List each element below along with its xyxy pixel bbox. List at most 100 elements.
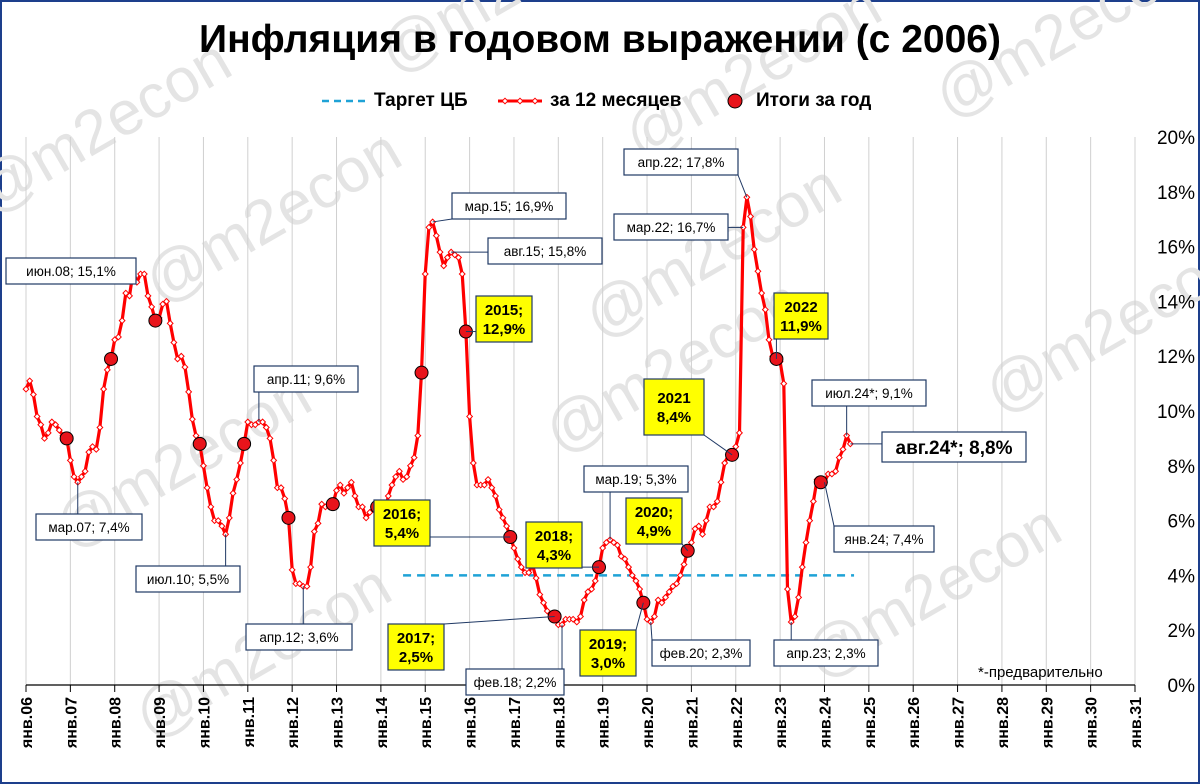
series-12m-marker — [747, 212, 755, 220]
x-tick-label: янв.13 — [330, 697, 347, 749]
series-12m-marker — [488, 484, 496, 492]
series-12m-marker — [70, 473, 78, 481]
series-12m-marker — [262, 423, 270, 431]
series-12m-marker — [114, 333, 122, 341]
annotation-label: фев.18; 2,2% — [474, 675, 557, 690]
legend-item-target: Таргет ЦБ — [322, 88, 468, 114]
series-12m-marker — [384, 492, 392, 500]
series-12m-marker — [66, 456, 74, 464]
series-12m-marker — [643, 615, 651, 623]
series-12m-marker — [22, 385, 30, 393]
series-12m-marker — [100, 385, 108, 393]
series-12m-marker — [761, 306, 769, 314]
series-12m-marker — [55, 426, 63, 434]
legend-item-12m: за 12 месяцев — [498, 88, 681, 114]
watermark: @m2econ — [133, 116, 413, 318]
series-12m-marker — [340, 489, 348, 497]
y-tick-label: 0% — [1168, 676, 1196, 697]
series-12m-marker — [277, 484, 285, 492]
series-12m-marker — [451, 251, 459, 259]
x-tick-label: янв.19 — [596, 697, 613, 749]
x-tick-label: янв.06 — [19, 697, 36, 749]
series-12m-marker — [351, 492, 359, 500]
annotation-label: 2021 8,4% — [657, 390, 691, 426]
series-12m-marker — [403, 473, 411, 481]
series-12m-marker — [835, 454, 843, 462]
x-tick-label: янв.07 — [63, 697, 80, 749]
annual-dot — [325, 497, 340, 512]
series-12m-marker — [266, 434, 274, 442]
series-12m-marker — [569, 615, 577, 623]
series-12m-marker — [29, 391, 37, 399]
footnote: *-предварительно — [978, 664, 1103, 681]
series-12m-marker — [292, 580, 300, 588]
annotation-box — [487, 237, 603, 265]
x-tick-label: янв.23 — [773, 697, 790, 749]
series-12m-marker — [159, 300, 167, 308]
series-12m-marker — [484, 475, 492, 484]
annual-dot — [281, 510, 296, 525]
x-tick-label: янв.11 — [241, 697, 258, 748]
series-12m-marker — [828, 470, 836, 478]
annotation-box — [773, 639, 879, 667]
series-12m-marker — [355, 503, 363, 511]
annotation-box — [651, 639, 751, 667]
series-12m-marker — [218, 522, 226, 530]
series-12m-marker — [780, 380, 788, 388]
series-12m-marker — [251, 421, 259, 429]
series-12m-marker — [362, 514, 370, 522]
series-12m-marker — [791, 612, 799, 621]
series-12m-marker — [270, 456, 278, 464]
annual-dot — [813, 475, 828, 490]
annotation-label: июл.10; 5,5% — [147, 572, 229, 587]
series-12m-marker — [203, 484, 211, 492]
series-12m-marker — [706, 503, 714, 511]
series-12m-marker — [89, 443, 97, 451]
annotation-connector — [681, 543, 689, 552]
series-12m-marker — [532, 574, 540, 582]
x-tick-label: янв.15 — [418, 697, 435, 749]
x-tick-label: янв.22 — [729, 697, 746, 749]
annotation-label: июл.24*; 9,1% — [825, 386, 913, 401]
series-12m-marker — [336, 481, 344, 489]
series-12m-marker — [358, 503, 366, 511]
series-12m-marker — [562, 615, 570, 623]
series-12m-marker — [588, 585, 596, 593]
series-12m-marker — [765, 336, 773, 344]
series-12m-marker — [839, 445, 847, 453]
series-12m-marker — [347, 478, 355, 486]
series-12m-marker — [170, 338, 178, 347]
series-12m-marker — [573, 618, 581, 626]
series-12m-marker — [832, 467, 840, 475]
series-12m-marker — [395, 467, 403, 475]
annotation-connector — [737, 174, 748, 198]
series-12m-marker — [144, 292, 152, 300]
y-tick-label: 10% — [1157, 402, 1195, 423]
series-12m-marker — [388, 481, 396, 489]
annual-dot — [59, 431, 74, 446]
series-12m-marker — [259, 418, 267, 426]
series-12m-marker — [503, 522, 511, 530]
series-12m-marker — [676, 571, 684, 579]
annotation-box — [135, 565, 241, 593]
series-12m-marker — [318, 500, 326, 508]
series-12m-marker — [824, 470, 832, 478]
series-12m-marker — [698, 530, 707, 538]
series-12m-marker — [713, 497, 721, 505]
series-12m-marker — [432, 232, 440, 240]
chart-legend: Таргет ЦБ за 12 месяцев Итоги за год — [0, 88, 1200, 114]
annotation-box — [583, 465, 689, 493]
annotation-box — [475, 295, 533, 343]
x-tick-label: янв.20 — [640, 697, 657, 749]
series-12m-marker — [673, 580, 681, 588]
series-12m-marker — [754, 267, 762, 275]
series-12m-marker — [584, 588, 592, 596]
annotation-label: мар.07; 7,4% — [48, 520, 129, 535]
annotation-box — [643, 378, 705, 436]
annotation-box — [245, 623, 353, 651]
series-12m-marker — [122, 289, 130, 297]
x-tick-label: янв.26 — [906, 697, 923, 749]
series-12m-marker — [233, 475, 241, 484]
series-12m-marker — [207, 503, 215, 511]
